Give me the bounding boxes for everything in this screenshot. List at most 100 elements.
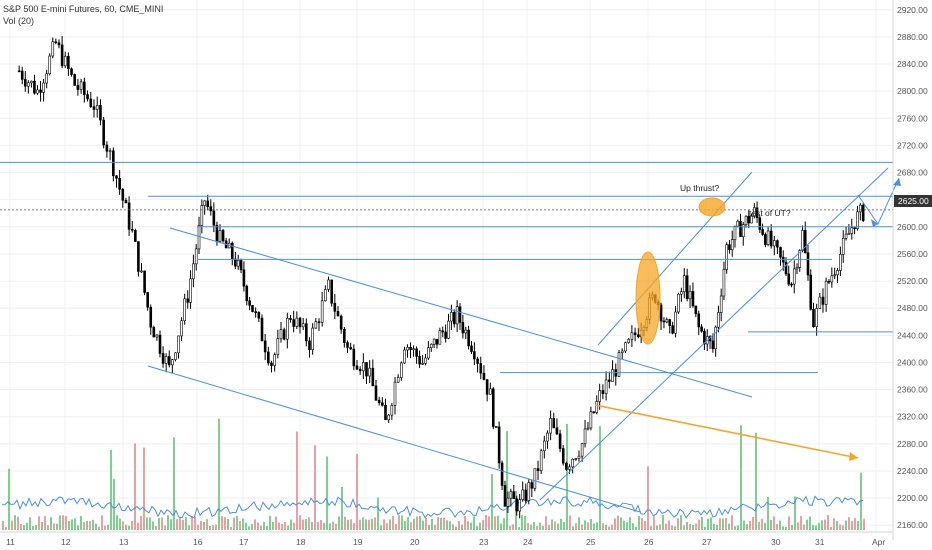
price-tick-label: 2160.00 — [897, 520, 928, 530]
candle-body — [352, 348, 356, 367]
candle-body — [298, 317, 302, 328]
volume-bar — [236, 516, 238, 530]
candle-body — [512, 491, 516, 500]
candle-body — [728, 244, 731, 251]
volume-bar — [713, 523, 715, 530]
candle-body — [630, 332, 634, 340]
volume-bar — [203, 521, 205, 530]
candle-body — [595, 401, 599, 413]
volume-bar — [122, 521, 124, 530]
volume-bar — [65, 516, 67, 530]
volume-bar — [68, 520, 70, 530]
candle-body — [239, 260, 243, 271]
candle-body — [377, 399, 381, 404]
price-tick-label: 2600.00 — [897, 222, 928, 232]
volume-bar — [248, 526, 250, 530]
volume-bar — [389, 519, 391, 530]
volume-bar — [113, 478, 115, 530]
volume-bar — [557, 523, 559, 530]
volume-bar — [98, 526, 100, 530]
volume-bar — [287, 525, 289, 530]
volume-bar — [155, 525, 157, 530]
candle-body — [365, 362, 368, 377]
candle-body — [521, 489, 525, 500]
volume-bar — [167, 515, 169, 530]
volume-bar — [638, 515, 640, 530]
time-tick-label: 27 — [702, 537, 712, 547]
volume-bar — [302, 519, 304, 530]
price-tick-label: 2680.00 — [897, 168, 928, 178]
volume-bar — [83, 522, 85, 530]
candle-body — [73, 74, 76, 86]
candle-body — [818, 296, 822, 309]
candle-body — [665, 319, 669, 323]
volume-bar — [353, 523, 355, 530]
volume-bar — [143, 447, 145, 530]
volume-bar — [626, 522, 628, 530]
volume-bar — [230, 526, 232, 530]
candle-body — [764, 234, 767, 245]
candle-body — [403, 349, 406, 364]
candle-body — [744, 215, 748, 226]
volume-bar — [374, 517, 376, 530]
volume-bar — [662, 515, 664, 530]
candle-body — [400, 362, 403, 378]
volume-bar — [605, 524, 607, 530]
volume-bar — [89, 521, 91, 530]
candles — [17, 36, 865, 519]
candle-body — [234, 258, 237, 267]
volume-bar — [809, 516, 811, 530]
candle-body — [270, 362, 273, 366]
candle-body — [558, 433, 562, 449]
volume-bar — [323, 522, 325, 530]
candle-body — [92, 106, 96, 110]
volume-bar — [689, 523, 691, 530]
candle-body — [700, 326, 703, 332]
time-tick-label: 24 — [523, 537, 533, 547]
volume-bar — [653, 515, 655, 530]
candle-body — [527, 482, 531, 501]
time-tick-label: 25 — [586, 537, 596, 547]
volume-bar — [263, 521, 265, 530]
volume-bar — [506, 431, 508, 530]
candle-body — [485, 379, 489, 395]
current-price-tag: 2625.00 — [894, 195, 932, 207]
candle-body — [384, 405, 387, 421]
candle-body — [412, 348, 415, 351]
candle-body — [703, 330, 706, 345]
volume-bar — [563, 521, 565, 530]
volume-bar — [332, 521, 334, 530]
candle-body — [429, 343, 433, 349]
candle-body — [608, 379, 611, 382]
candle-body — [260, 317, 264, 342]
candle-body — [218, 230, 222, 242]
candle-body — [464, 329, 468, 334]
volume-bar — [47, 525, 49, 530]
volume-bar — [644, 520, 646, 530]
volume-bar — [377, 497, 379, 530]
volume-bar — [635, 526, 637, 530]
projection-arrow-up — [893, 178, 901, 186]
volume-bar — [539, 522, 541, 530]
candle-body — [761, 229, 764, 235]
volume-bar — [425, 517, 427, 530]
volume-bar — [722, 518, 724, 530]
candle-body — [164, 356, 168, 364]
candle-body — [242, 269, 246, 287]
time-tick-label: 18 — [296, 537, 306, 547]
candle-body — [730, 239, 734, 251]
candle-body — [189, 278, 192, 303]
volume-bar — [680, 515, 682, 530]
candle-body — [577, 455, 581, 459]
candle-body — [406, 346, 409, 351]
candle-body — [580, 443, 584, 457]
candle-body — [812, 309, 815, 327]
volume-bar — [173, 437, 175, 530]
candle-body — [568, 466, 571, 470]
volume-bar — [260, 525, 262, 530]
volume-bar — [500, 523, 502, 530]
volume-bar — [140, 515, 142, 530]
volume-bar — [365, 519, 367, 530]
